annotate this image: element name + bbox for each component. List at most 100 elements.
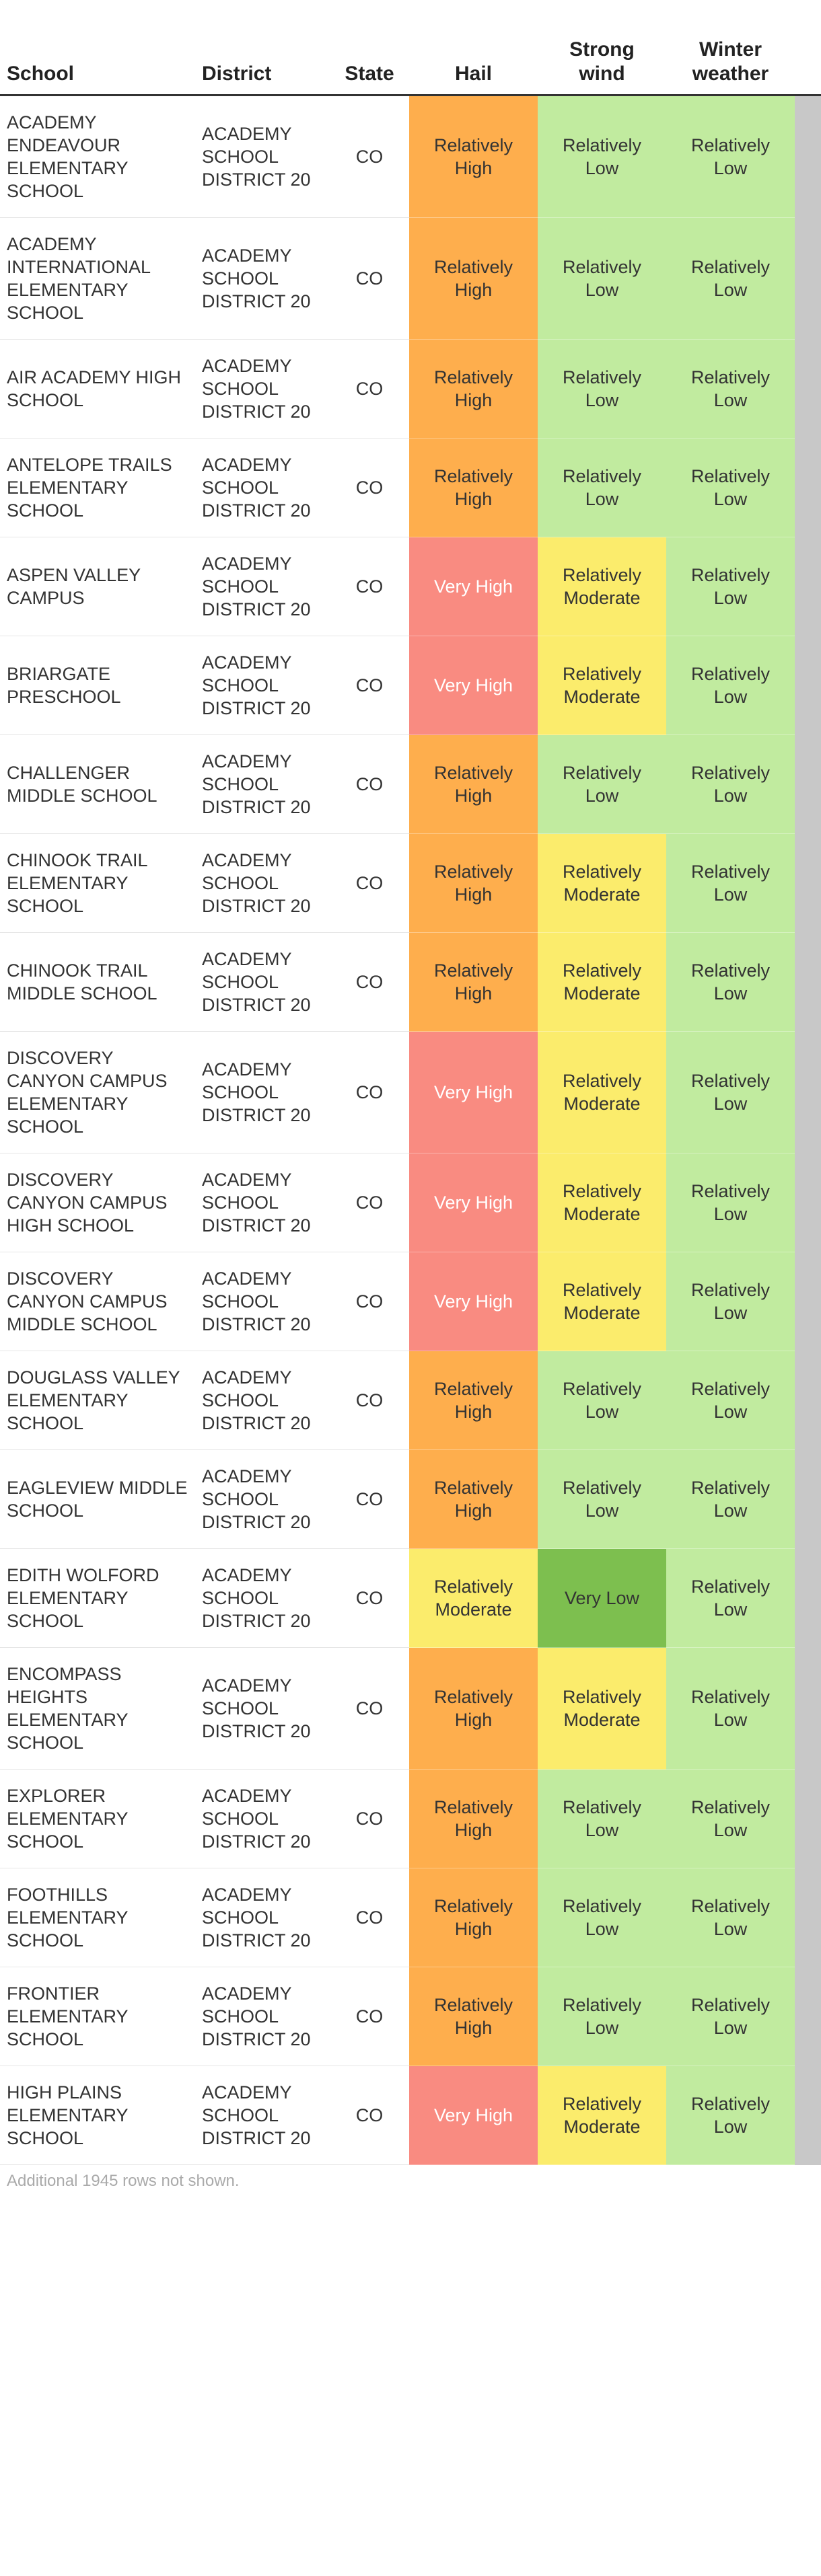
rating-label: Relatively Low	[562, 763, 642, 806]
rating-label: Very High	[433, 2105, 513, 2125]
rating-label: Relatively Low	[690, 565, 771, 608]
district-cell: ACADEMY SCHOOL DISTRICT 20	[195, 1967, 330, 2066]
state-cell: CO	[330, 1252, 409, 1351]
rating-cell: Relatively High	[409, 1868, 538, 1967]
rating-label: Relatively High	[433, 960, 513, 1003]
rating-cell: Very High	[409, 1031, 538, 1153]
rating-cell: Relatively Low	[666, 1647, 795, 1770]
cut-column-cell	[795, 2066, 821, 2165]
rating-label: Relatively Low	[690, 1478, 771, 1521]
school-cell: FOOTHILLS ELEMENTARY SCHOOL	[0, 1868, 195, 1967]
cut-column-cell	[795, 537, 821, 636]
school-cell: CHALLENGER MIDDLE SCHOOL	[0, 734, 195, 834]
district-cell: ACADEMY SCHOOL DISTRICT 20	[195, 1252, 330, 1351]
district-cell: ACADEMY SCHOOL DISTRICT 20	[195, 438, 330, 537]
rating-label: Relatively Low	[690, 257, 771, 300]
cut-column-cell	[795, 1351, 821, 1450]
school-cell: CHINOOK TRAIL ELEMENTARY SCHOOL	[0, 833, 195, 933]
school-cell: ENCOMPASS HEIGHTS ELEMENTARY SCHOOL	[0, 1647, 195, 1770]
state-cell: CO	[330, 2066, 409, 2165]
rating-cell: Relatively Moderate	[538, 2066, 666, 2165]
rating-cell: Relatively High	[409, 438, 538, 537]
rating-cell: Relatively Moderate	[538, 537, 666, 636]
district-cell: ACADEMY SCHOOL DISTRICT 20	[195, 636, 330, 735]
cut-column-cell	[795, 1548, 821, 1648]
rating-label: Very High	[433, 1192, 513, 1213]
table-container: School District State Hail Strong wind Winter…	[0, 0, 821, 2190]
rating-label: Relatively High	[433, 862, 513, 905]
rating-label: Relatively Low	[690, 367, 771, 410]
column-header: Strong wind	[538, 0, 666, 96]
district-cell: ACADEMY SCHOOL DISTRICT 20	[195, 217, 330, 340]
rating-cell: Relatively Low	[666, 1351, 795, 1450]
cut-column-cell	[795, 217, 821, 340]
column-header: Winter weather	[666, 0, 795, 96]
district-cell: ACADEMY SCHOOL DISTRICT 20	[195, 1351, 330, 1450]
state-cell: CO	[330, 636, 409, 735]
rating-label: Very High	[433, 576, 513, 597]
district-cell: ACADEMY SCHOOL DISTRICT 20	[195, 339, 330, 439]
state-cell: CO	[330, 1449, 409, 1549]
rating-cell: Relatively Moderate	[538, 932, 666, 1032]
rating-label: Very Low	[564, 1588, 640, 1608]
rating-label: Relatively High	[433, 1896, 513, 1939]
rating-label: Relatively High	[433, 367, 513, 410]
state-cell: CO	[330, 1548, 409, 1648]
state-cell: CO	[330, 1031, 409, 1153]
rating-label: Relatively High	[433, 1797, 513, 1840]
rating-label: Relatively High	[433, 135, 513, 178]
rating-cell: Relatively Moderate	[538, 833, 666, 933]
rating-label: Relatively Low	[690, 1995, 771, 2038]
district-cell: ACADEMY SCHOOL DISTRICT 20	[195, 1548, 330, 1648]
rating-cell: Relatively High	[409, 932, 538, 1032]
rating-cell: Relatively High	[409, 833, 538, 933]
cut-column-cell	[795, 438, 821, 537]
district-cell: ACADEMY SCHOOL DISTRICT 20	[195, 932, 330, 1032]
rating-label: Relatively Low	[562, 135, 642, 178]
state-cell: CO	[330, 1769, 409, 1868]
rating-cell: Relatively Low	[538, 95, 666, 218]
rating-label: Relatively Moderate	[562, 1687, 642, 1730]
rating-label: Relatively High	[433, 763, 513, 806]
footnote: Additional 1945 rows not shown.	[7, 2172, 240, 2190]
rating-cell: Relatively Low	[666, 1769, 795, 1868]
school-cell: EDITH WOLFORD ELEMENTARY SCHOOL	[0, 1548, 195, 1648]
rating-label: Relatively High	[433, 1687, 513, 1730]
rating-cell: Very High	[409, 636, 538, 735]
school-cell: DOUGLASS VALLEY ELEMENTARY SCHOOL	[0, 1351, 195, 1450]
rating-cell: Relatively Moderate	[538, 1031, 666, 1153]
rating-cell: Relatively Low	[666, 339, 795, 439]
rating-label: Relatively Low	[690, 1577, 771, 1620]
rating-label: Relatively Moderate	[562, 862, 642, 905]
rating-label: Relatively Moderate	[562, 1280, 642, 1323]
rating-cell: Relatively Low	[666, 1868, 795, 1967]
rating-label: Relatively High	[433, 466, 513, 509]
table-row: ANTELOPE TRAILS ELEMENTARY SCHOOL ACADEMY…	[0, 438, 821, 537]
state-cell: CO	[330, 1967, 409, 2066]
district-cell: ACADEMY SCHOOL DISTRICT 20	[195, 1449, 330, 1549]
state-cell: CO	[330, 932, 409, 1032]
table-row: EDITH WOLFORD ELEMENTARY SCHOOL ACADEMY S…	[0, 1548, 821, 1648]
rating-cell: Relatively Low	[538, 217, 666, 340]
district-cell: ACADEMY SCHOOL DISTRICT 20	[195, 2066, 330, 2165]
rating-label: Relatively Moderate	[562, 565, 642, 608]
rating-label: Relatively Low	[690, 1896, 771, 1939]
rating-cell: Relatively High	[409, 339, 538, 439]
district-cell: ACADEMY SCHOOL DISTRICT 20	[195, 1153, 330, 1252]
rating-cell: Relatively High	[409, 217, 538, 340]
rating-label: Relatively High	[433, 1478, 513, 1521]
district-cell: ACADEMY SCHOOL DISTRICT 20	[195, 734, 330, 834]
rating-cell: Relatively High	[409, 1769, 538, 1868]
rating-label: Very High	[433, 675, 513, 695]
table-row: EXPLORER ELEMENTARY SCHOOL ACADEMY SCHOOL…	[0, 1769, 821, 1868]
rating-label: Relatively High	[433, 257, 513, 300]
table-row: AIR ACADEMY HIGH SCHOOL ACADEMY SCHOOL DI…	[0, 339, 821, 439]
rating-cell: Relatively Moderate	[538, 636, 666, 735]
district-cell: ACADEMY SCHOOL DISTRICT 20	[195, 537, 330, 636]
rating-cell: Very Low	[538, 1548, 666, 1648]
rating-label: Relatively Low	[562, 1379, 642, 1422]
table-row: CHINOOK TRAIL ELEMENTARY SCHOOL ACADEMY S…	[0, 833, 821, 933]
state-cell: CO	[330, 734, 409, 834]
table-row: BRIARGATE PRESCHOOL ACADEMY SCHOOL DISTRI…	[0, 636, 821, 735]
rating-label: Relatively Moderate	[562, 1071, 642, 1114]
